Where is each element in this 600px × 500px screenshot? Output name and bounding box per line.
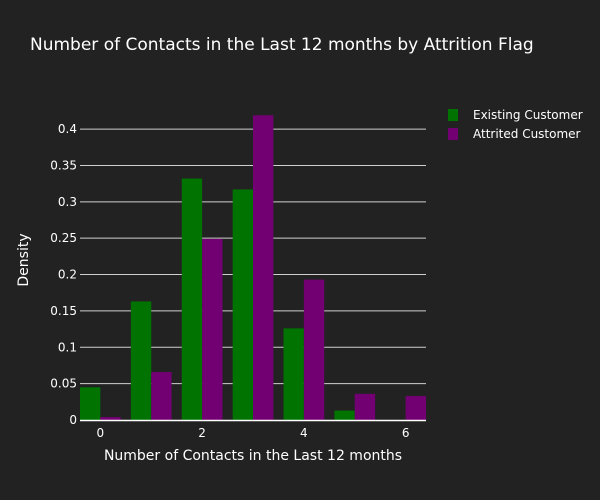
legend-item-existing-customer[interactable]: Existing Customer [448, 108, 583, 122]
y-tick-label: 0.25 [50, 231, 77, 245]
y-tick-label: 0.3 [58, 195, 77, 209]
bar-existing-customer[interactable] [80, 387, 101, 420]
bar-attrited-customer[interactable] [151, 372, 172, 420]
bar-attrited-customer[interactable] [202, 238, 223, 420]
x-tick-labels: 0 2 4 6 [97, 426, 410, 440]
bar-attrited-customer[interactable] [100, 417, 121, 420]
legend-swatch [448, 109, 458, 121]
legend-item-attrited-customer[interactable]: Attrited Customer [448, 127, 581, 141]
chart-title: Number of Contacts in the Last 12 months… [30, 35, 534, 55]
x-axis-label: Number of Contacts in the Last 12 months [104, 448, 402, 464]
x-tick-label: 2 [198, 426, 206, 440]
bar-existing-customer[interactable] [232, 189, 253, 420]
bar-existing-customer[interactable] [334, 410, 355, 420]
bar-attrited-customer[interactable] [405, 396, 426, 420]
y-tick-label: 0.15 [50, 304, 77, 318]
y-axis-label: Density [16, 233, 32, 286]
y-tick-label: 0.4 [58, 122, 77, 136]
legend[interactable]: Existing Customer Attrited Customer [448, 108, 583, 141]
y-tick-label: 0.05 [50, 377, 77, 391]
bar-existing-customer[interactable] [181, 178, 203, 420]
legend-swatch [448, 128, 458, 140]
y-tick-label: 0.35 [50, 158, 77, 172]
bar-existing-customer[interactable] [130, 301, 152, 420]
legend-label: Attrited Customer [473, 127, 581, 141]
y-tick-labels: 0 0.05 0.1 0.15 0.2 0.25 0.3 0.35 0.4 [50, 122, 77, 427]
bar-existing-customer[interactable] [283, 328, 304, 420]
y-tick-label: 0 [69, 413, 77, 427]
bar-attrited-customer[interactable] [303, 279, 325, 420]
y-tick-label: 0.2 [58, 268, 77, 282]
legend-label: Existing Customer [473, 108, 583, 122]
bar-attrited-customer[interactable] [354, 393, 376, 420]
y-tick-label: 0.1 [58, 340, 77, 354]
x-tick-label: 6 [402, 426, 410, 440]
x-tick-label: 0 [97, 426, 105, 440]
bar-attrited-customer[interactable] [253, 115, 274, 420]
x-tick-label: 4 [300, 426, 308, 440]
bars [80, 115, 426, 420]
